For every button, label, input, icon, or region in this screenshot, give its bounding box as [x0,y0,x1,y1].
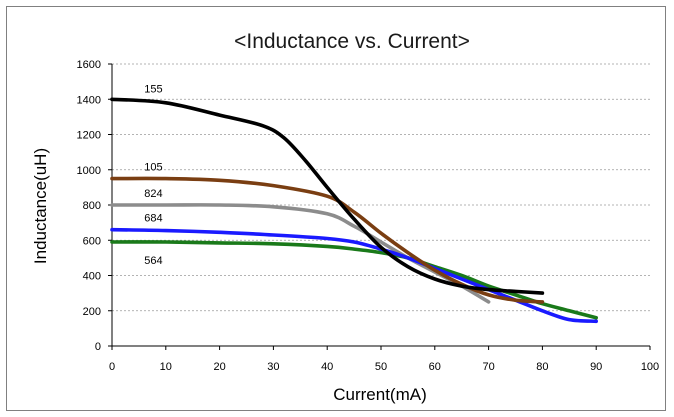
series-line-155 [110,97,545,295]
chart-frame [6,6,666,411]
x-tick-label: 60 [429,361,441,373]
y-tick-label: 0 [95,341,101,353]
series-label-824: 824 [144,188,162,200]
series-label-684: 684 [144,213,162,225]
series-label-564: 564 [144,255,162,267]
series-line-105 [110,176,545,304]
x-tick-label: 30 [267,361,279,373]
chart-title: <Inductance vs. Current> [234,30,470,53]
y-tick-label: 200 [83,306,101,318]
y-axis-title: Inductance(uH) [31,148,50,264]
x-tick-label: 20 [213,361,225,373]
y-tick-label: 1000 [77,165,101,177]
axis-layer: 0 200 400 600 800 1000 1200 1400 1600 0 10 20 30 40 50… [77,59,660,373]
x-tick-label: 100 [641,361,659,373]
series-line-824 [110,203,491,304]
y-tick-label: 1200 [77,130,101,142]
x-axis-title: Current(mA) [333,385,427,404]
x-tick-label: 10 [160,361,172,373]
x-tick-label: 90 [590,361,602,373]
x-tick-label: 70 [482,361,494,373]
x-tick-label: 80 [536,361,548,373]
series-layer [110,97,598,324]
grid-layer [112,63,650,312]
series-label-105: 105 [144,162,162,174]
x-tick-label: 0 [109,361,115,373]
x-tick-label: 40 [321,361,333,373]
y-tick-label: 1400 [77,94,101,106]
series-line-684 [110,227,598,324]
y-tick-label: 1600 [77,59,101,71]
y-tick-label: 600 [83,235,101,247]
series-line-564 [110,240,598,320]
label-layer: 155 105 824 684 564 [144,83,162,267]
x-tick-label: 50 [375,361,387,373]
y-tick-label: 800 [83,200,101,212]
y-tick-label: 400 [83,271,101,283]
series-label-155: 155 [144,83,162,95]
